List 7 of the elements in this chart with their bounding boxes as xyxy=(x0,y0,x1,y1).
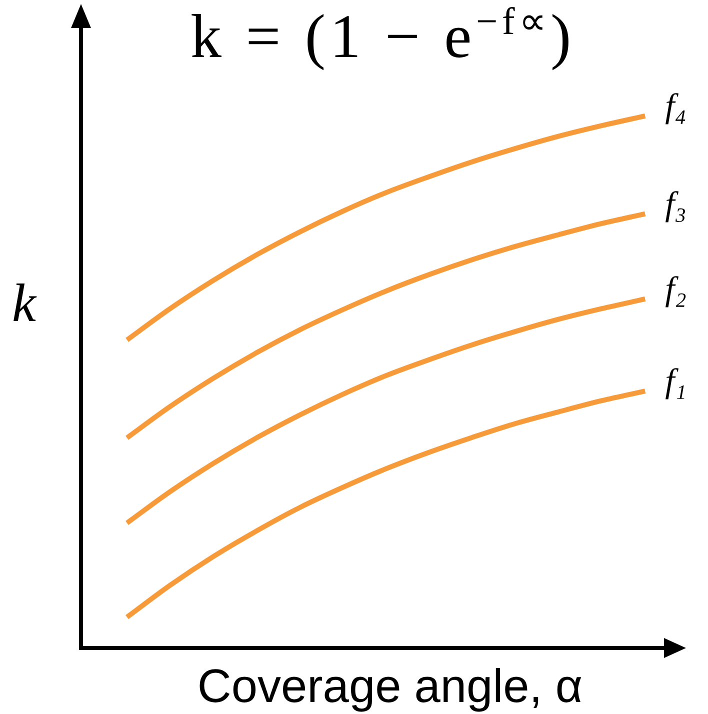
series-label: f₂ xyxy=(665,270,686,308)
series-label: f₃ xyxy=(665,186,686,223)
x-axis-title: Coverage angle, α xyxy=(197,659,583,712)
chart-title: k = (1 − e$^{−f∝}$) xyxy=(190,0,576,73)
y-axis-title: k xyxy=(12,273,36,333)
series-label: f₄ xyxy=(665,88,686,125)
series-label: f₁ xyxy=(665,362,686,400)
